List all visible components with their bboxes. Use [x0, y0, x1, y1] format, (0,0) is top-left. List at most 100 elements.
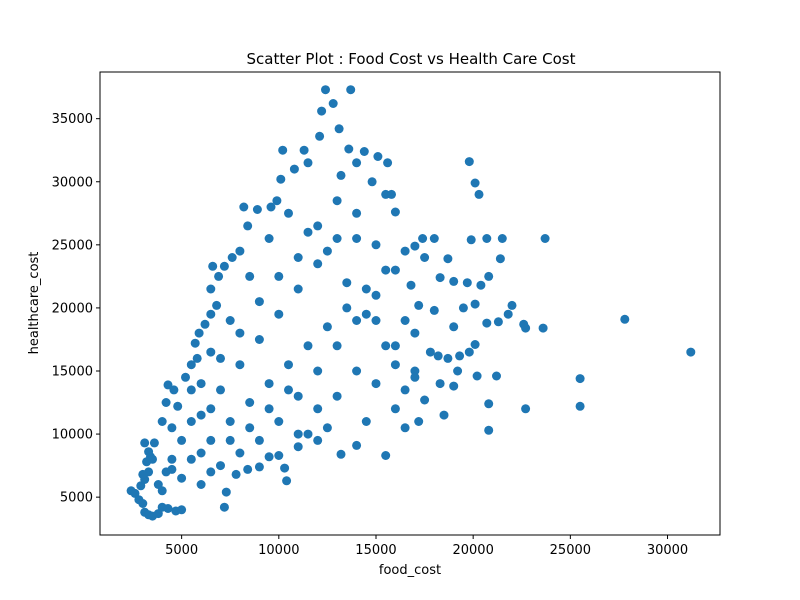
scatter-point: [216, 461, 225, 471]
scatter-point: [381, 265, 391, 275]
scatter-point: [387, 189, 396, 199]
scatter-point: [216, 353, 225, 363]
scatter-point: [484, 425, 494, 435]
scatter-point: [315, 131, 325, 141]
scatter-point: [406, 280, 416, 290]
y-tick-label: 25000: [52, 238, 93, 253]
scatter-point: [177, 505, 187, 515]
scatter-point: [472, 371, 482, 381]
scatter-point: [521, 404, 531, 414]
scatter-point: [482, 318, 492, 328]
scatter-point: [493, 317, 503, 327]
scatter-point: [390, 404, 400, 414]
scatter-point: [433, 351, 443, 361]
scatter-point: [322, 423, 332, 433]
scatter-point: [474, 189, 484, 199]
scatter-point: [293, 391, 303, 401]
y-tick-label: 10000: [52, 428, 93, 443]
y-tick-label: 15000: [52, 364, 93, 379]
scatter-point: [443, 254, 453, 264]
x-tick-label: 25000: [550, 543, 591, 558]
x-tick-label: 30000: [647, 543, 688, 558]
scatter-point: [278, 145, 288, 155]
scatter-point: [371, 290, 381, 300]
y-tick-label: 5000: [60, 491, 93, 506]
scatter-point: [276, 174, 286, 184]
scatter-point: [272, 196, 282, 206]
scatter-point: [332, 234, 342, 243]
scatter-point: [429, 234, 439, 243]
scatter-point: [464, 157, 474, 167]
scatter-point: [274, 309, 284, 319]
scatter-point: [336, 170, 346, 180]
scatter-point: [235, 448, 245, 458]
scatter-point: [383, 158, 393, 168]
scatter-point: [206, 467, 216, 477]
scatter-point: [280, 463, 290, 473]
scatter-point: [425, 347, 435, 357]
scatter-point: [221, 487, 231, 497]
y-tick-label: 20000: [52, 301, 93, 316]
scatter-point: [208, 261, 218, 271]
scatter-point: [186, 454, 196, 464]
scatter-point: [361, 309, 371, 319]
scatter-point: [227, 253, 237, 262]
scatter-point: [293, 429, 303, 439]
scatter-point: [352, 440, 362, 450]
scatter-point: [200, 319, 210, 329]
scatter-point: [214, 271, 224, 281]
scatter-point: [575, 374, 585, 384]
scatter-point: [225, 435, 235, 445]
scatter-point: [332, 341, 342, 351]
scatter-point: [464, 347, 474, 357]
scatter-point: [254, 335, 264, 344]
scatter-point: [274, 271, 284, 281]
scatter-point: [352, 366, 362, 376]
scatter-point: [390, 207, 400, 217]
scatter-point: [470, 340, 480, 349]
scatter-point: [313, 404, 323, 414]
scatter-point: [293, 442, 303, 452]
scatter-point: [299, 145, 309, 155]
scatter-point: [361, 417, 371, 426]
scatter-point: [455, 351, 465, 361]
scatter-point: [400, 246, 410, 256]
scatter-point: [400, 316, 410, 325]
scatter-point: [313, 435, 323, 445]
scatter-point: [282, 476, 292, 486]
scatter-point: [235, 328, 245, 338]
scatter-point: [206, 284, 216, 294]
scatter-point: [371, 379, 381, 389]
scatter-point: [367, 177, 377, 187]
scatter-point: [332, 391, 342, 401]
scatter-point: [173, 401, 183, 411]
scatter-point: [361, 284, 371, 294]
scatter-point: [149, 438, 159, 448]
scatter-point: [344, 144, 354, 154]
scatter-point: [284, 360, 293, 370]
scatter-point: [484, 271, 494, 281]
scatter-point: [225, 316, 235, 325]
scatter-point: [167, 464, 177, 474]
scatter-point: [206, 404, 216, 414]
scatter-point: [245, 398, 255, 407]
scatter-point: [352, 316, 362, 325]
scatter-point: [507, 300, 517, 310]
scatter-point: [163, 380, 173, 390]
scatter-point: [289, 164, 299, 174]
scatter-point: [284, 385, 293, 395]
y-axis-label: healthcare_cost: [27, 252, 42, 355]
y-tick-label: 30000: [52, 175, 93, 190]
scatter-point: [453, 366, 463, 376]
scatter-point: [140, 438, 150, 448]
scatter-point: [157, 417, 167, 426]
scatter-point: [346, 85, 356, 95]
scatter-point: [192, 353, 202, 363]
scatter-point: [495, 254, 505, 264]
scatter-point: [352, 158, 362, 168]
scatter-point: [476, 280, 486, 290]
scatter-point: [449, 381, 459, 391]
scatter-point: [352, 208, 362, 218]
scatter-point: [303, 341, 313, 351]
